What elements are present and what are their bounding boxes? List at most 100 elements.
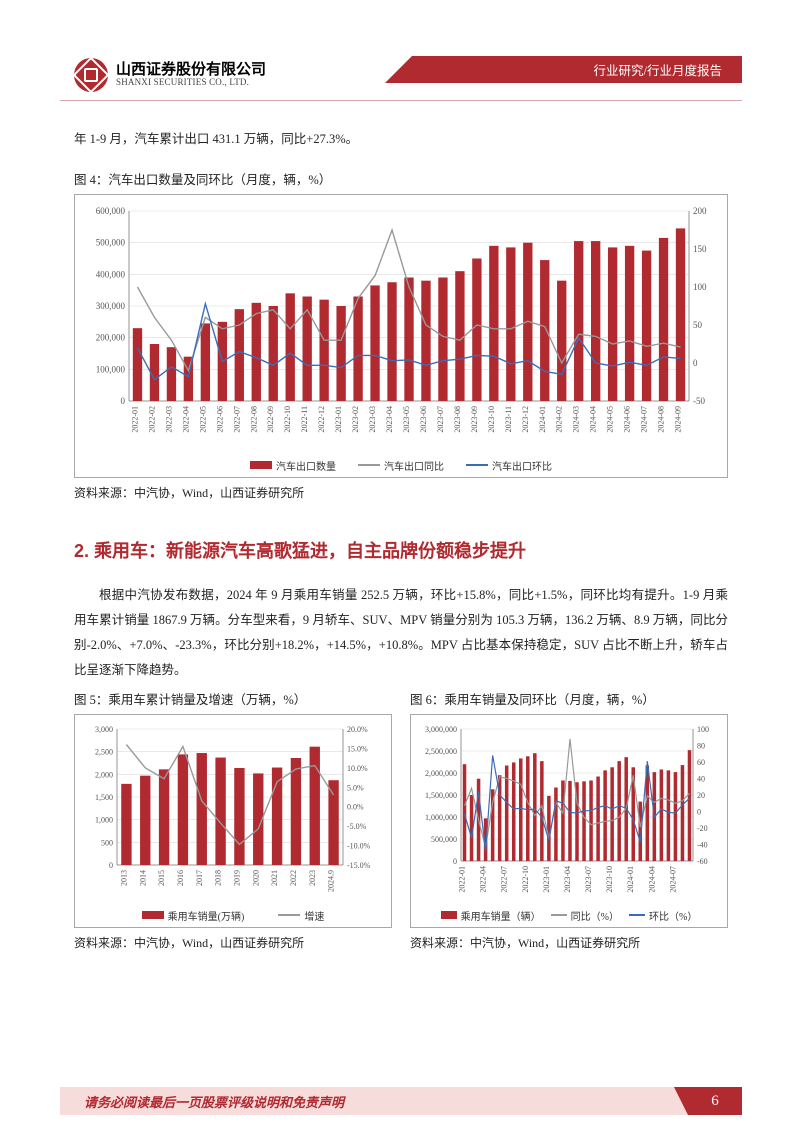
svg-text:5.0%: 5.0% [347, 783, 364, 792]
section2-para: 根据中汽协发布数据，2024 年 9 月乘用车销量 252.5 万辆，环比+15… [74, 583, 728, 683]
fig4-box: 0 100,000 200,000 300,000 400,000 500,000 600,… [74, 194, 728, 478]
svg-text:2024-06: 2024-06 [623, 406, 632, 433]
svg-text:80: 80 [697, 741, 705, 750]
svg-text:500,000: 500,000 [431, 835, 457, 844]
company-logo-icon [74, 58, 108, 92]
intro-text: 年 1-9 月，汽车累计出口 431.1 万辆，同比+27.3%。 [74, 128, 728, 151]
fig4-source: 资料来源：中汽协，Wind，山西证券研究所 [74, 484, 728, 501]
fig5-legend-bars: 乘用车销量(万辆) [142, 908, 245, 923]
svg-text:2022-04: 2022-04 [181, 406, 190, 433]
svg-text:0: 0 [453, 857, 457, 866]
fig5-chart: 05001,0001,5002,0002,5003,000-15.0%-10.0… [81, 723, 385, 901]
svg-text:2024-04: 2024-04 [647, 866, 656, 893]
fig6-legend: 乘用车销量（辆） 同比（%） 环比（%） [417, 908, 721, 923]
svg-text:2023-10: 2023-10 [605, 866, 614, 893]
svg-text:2022-05: 2022-05 [198, 406, 207, 433]
svg-text:20.0%: 20.0% [347, 725, 368, 734]
svg-text:2013: 2013 [119, 870, 128, 886]
svg-text:2022-10: 2022-10 [521, 866, 530, 893]
svg-text:2018: 2018 [214, 870, 223, 886]
logo-area: 山西证券股份有限公司 SHANXI SECURITIES CO., LTD. [0, 58, 266, 92]
svg-text:150: 150 [693, 244, 707, 254]
svg-text:10.0%: 10.0% [347, 763, 368, 772]
svg-text:500,000: 500,000 [96, 237, 126, 247]
svg-text:3,000,000: 3,000,000 [425, 725, 457, 734]
svg-text:-15.0%: -15.0% [347, 861, 371, 870]
svg-text:3,000: 3,000 [95, 725, 113, 734]
fig6-title: 图 6：乘用车销量及同环比（月度，辆，%） [410, 689, 728, 708]
svg-text:15.0%: 15.0% [347, 744, 368, 753]
svg-text:2022-06: 2022-06 [215, 406, 224, 433]
svg-text:20: 20 [697, 791, 705, 800]
svg-text:2024-07: 2024-07 [640, 406, 649, 433]
footer-disclaimer: 请务必阅读最后一页股票评级说明和免责声明 [84, 1092, 344, 1111]
svg-text:-5.0%: -5.0% [347, 822, 367, 831]
svg-text:1,500: 1,500 [95, 793, 113, 802]
company-name-cn: 山西证券股份有限公司 [116, 62, 266, 79]
svg-text:2022-08: 2022-08 [249, 406, 258, 433]
svg-text:100,000: 100,000 [96, 364, 126, 374]
svg-text:-50: -50 [693, 396, 705, 406]
report-category: 行业研究/行业月度报告 [594, 60, 722, 79]
svg-text:2023-05: 2023-05 [402, 406, 411, 433]
fig5-legend: 乘用车销量(万辆) 增速 [81, 908, 385, 923]
svg-text:2022-11: 2022-11 [300, 406, 309, 432]
svg-text:2023-09: 2023-09 [470, 406, 479, 433]
svg-text:2020: 2020 [251, 870, 260, 886]
svg-text:2,000,000: 2,000,000 [425, 769, 457, 778]
svg-text:2023-11: 2023-11 [504, 406, 513, 432]
svg-text:2,500,000: 2,500,000 [425, 747, 457, 756]
svg-text:2022-07: 2022-07 [500, 866, 509, 893]
svg-text:600,000: 600,000 [96, 206, 126, 216]
svg-text:200: 200 [693, 206, 707, 216]
svg-text:2024-01: 2024-01 [538, 406, 547, 433]
header-ribbon: 行业研究/行业月度报告 [412, 56, 742, 83]
svg-text:60: 60 [697, 758, 705, 767]
svg-text:2022-01: 2022-01 [458, 866, 467, 893]
svg-text:2023-04: 2023-04 [563, 866, 572, 893]
svg-text:2024-09: 2024-09 [674, 406, 683, 433]
svg-text:2023-07: 2023-07 [436, 406, 445, 433]
svg-text:500: 500 [101, 838, 113, 847]
svg-text:0: 0 [121, 396, 126, 406]
svg-text:2022: 2022 [289, 870, 298, 886]
svg-text:200,000: 200,000 [96, 332, 126, 342]
svg-text:2024-05: 2024-05 [606, 406, 615, 433]
svg-text:1,500,000: 1,500,000 [425, 791, 457, 800]
fig56-row: 图 5：乘用车累计销量及增速（万辆，%） 05001,0001,5002,000… [74, 689, 728, 951]
svg-text:0.0%: 0.0% [347, 802, 364, 811]
svg-text:2022-04: 2022-04 [479, 866, 488, 893]
fig6-col: 图 6：乘用车销量及同环比（月度，辆，%） 0500,0001,000,0001… [410, 689, 728, 951]
svg-text:2023-01: 2023-01 [542, 866, 551, 893]
svg-text:2024-03: 2024-03 [572, 406, 581, 433]
svg-text:2023-08: 2023-08 [453, 406, 462, 433]
fig6-chart: 0500,0001,000,0001,500,0002,000,0002,500… [417, 723, 721, 901]
fig5-box: 05001,0001,5002,0002,5003,000-15.0%-10.0… [74, 714, 392, 928]
svg-text:2023-02: 2023-02 [351, 406, 360, 433]
svg-text:2017: 2017 [195, 870, 204, 886]
svg-text:2024-08: 2024-08 [657, 406, 666, 433]
svg-text:2023-10: 2023-10 [487, 406, 496, 433]
svg-text:300,000: 300,000 [96, 301, 126, 311]
fig4-legend-line2: 汽车出口环比 [466, 458, 552, 473]
svg-text:0: 0 [697, 807, 701, 816]
svg-text:2021: 2021 [270, 870, 279, 886]
fig4-title: 图 4：汽车出口数量及同环比（月度，辆，%） [74, 169, 728, 188]
svg-text:400,000: 400,000 [96, 269, 126, 279]
svg-text:0: 0 [109, 861, 113, 870]
svg-text:2023-04: 2023-04 [385, 406, 394, 433]
fig5-title: 图 5：乘用车累计销量及增速（万辆，%） [74, 689, 392, 708]
svg-text:2023-03: 2023-03 [368, 406, 377, 433]
fig6-box: 0500,0001,000,0001,500,0002,000,0002,500… [410, 714, 728, 928]
svg-text:-40: -40 [697, 840, 708, 849]
svg-text:2,500: 2,500 [95, 747, 113, 756]
fig5-col: 图 5：乘用车累计销量及增速（万辆，%） 05001,0001,5002,000… [74, 689, 392, 951]
svg-text:50: 50 [693, 320, 703, 330]
fig6-legend-bars: 乘用车销量（辆） [441, 908, 541, 923]
svg-text:2024-02: 2024-02 [555, 406, 564, 433]
company-name-en: SHANXI SECURITIES CO., LTD. [116, 78, 266, 88]
svg-text:-20: -20 [697, 824, 708, 833]
fig5-source: 资料来源：中汽协，Wind，山西证券研究所 [74, 934, 392, 951]
svg-text:2015: 2015 [157, 870, 166, 886]
fig4-legend-bars: 汽车出口数量 [250, 458, 336, 473]
